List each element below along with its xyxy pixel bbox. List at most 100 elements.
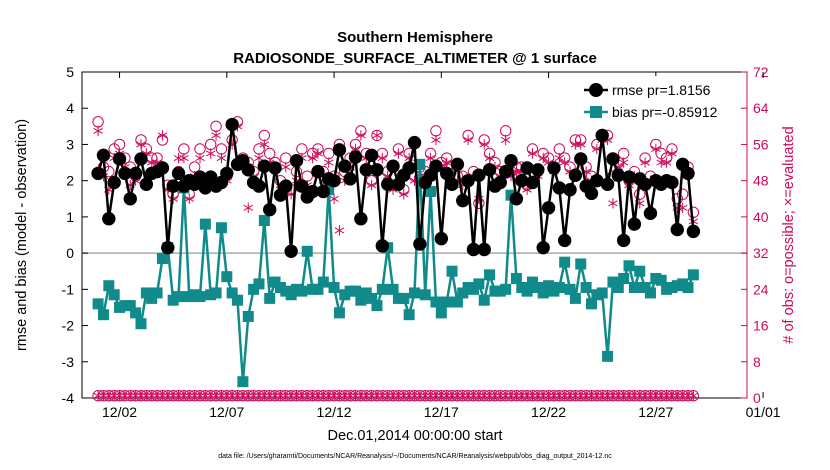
- possible-marker: [258, 129, 271, 142]
- evaluated-marker: [538, 152, 548, 164]
- bias-marker: [612, 282, 624, 294]
- bias-marker: [371, 300, 383, 312]
- rmse-marker: [456, 193, 470, 208]
- rmse-marker: [643, 206, 658, 220]
- y2-tick-label: 56: [753, 136, 769, 152]
- evaluated-marker: [425, 152, 436, 164]
- rmse-marker: [498, 164, 513, 179]
- y-tick-label: -3: [62, 354, 75, 370]
- bias-marker: [585, 298, 597, 310]
- bias-marker: [473, 278, 485, 290]
- rmse-marker: [616, 233, 631, 248]
- y-tick-label: 2: [66, 173, 74, 189]
- rmse-marker: [364, 148, 379, 163]
- evaluated-marker: [661, 157, 672, 168]
- bias-marker: [682, 282, 694, 294]
- evaluated-marker: [554, 152, 565, 164]
- bias-marker: [580, 282, 592, 294]
- bias-marker: [215, 222, 227, 234]
- rmse-marker: [407, 135, 422, 150]
- evaluated-marker: [329, 193, 339, 204]
- bias-marker: [253, 278, 265, 290]
- bias-marker: [376, 283, 388, 295]
- rmse-marker: [112, 152, 127, 166]
- rmse-marker: [445, 177, 459, 191]
- bias-marker: [151, 287, 163, 299]
- y-tick-label: 3: [66, 136, 74, 152]
- bias-marker: [296, 285, 308, 297]
- y2-tick-label: 32: [753, 245, 769, 261]
- evaluated-marker: [366, 179, 377, 191]
- bias-marker: [569, 292, 581, 304]
- evaluated-marker: [157, 130, 168, 141]
- evaluated-marker: [484, 152, 495, 164]
- possible-marker: [687, 206, 700, 219]
- legend-rmse-label: rmse pr=1.8156: [612, 82, 711, 98]
- bias-marker: [430, 296, 442, 308]
- bias-marker: [564, 283, 576, 295]
- evaluated-marker: [205, 148, 216, 159]
- rmse-marker: [338, 159, 352, 173]
- rmse-marker: [263, 202, 277, 217]
- rmse-marker: [402, 161, 416, 175]
- bias-marker: [108, 289, 120, 301]
- evaluated-marker: [93, 125, 103, 137]
- evaluated-marker: [500, 134, 511, 146]
- bias-marker: [242, 311, 254, 322]
- bias-marker: [301, 245, 313, 257]
- rmse-marker: [96, 148, 111, 163]
- x-tick-label: 12/22: [531, 404, 566, 420]
- chart-title-line2: RADIOSONDE_SURFACE_ALTIMETER @ 1 surface: [233, 50, 597, 67]
- rmse-marker: [386, 159, 400, 173]
- evaluated-marker: [377, 152, 388, 164]
- bias-marker: [484, 269, 496, 281]
- rmse-marker: [434, 231, 449, 246]
- rmse-marker: [155, 161, 170, 175]
- bias-marker: [387, 283, 399, 295]
- bias-marker: [350, 285, 362, 297]
- evaluated-marker: [640, 157, 650, 168]
- bias-marker: [333, 307, 345, 319]
- bias-marker: [409, 287, 420, 299]
- bias-marker: [403, 309, 415, 321]
- x-tick-label: 12/07: [209, 404, 244, 420]
- evaluated-marker: [334, 225, 345, 236]
- rmse-marker: [171, 166, 186, 181]
- rmse-marker: [493, 175, 508, 190]
- rmse-marker: [289, 154, 304, 168]
- rmse-marker: [327, 173, 341, 188]
- bias-marker: [451, 296, 463, 308]
- evaluated-marker: [618, 157, 629, 168]
- rmse-marker: [241, 163, 255, 177]
- rmse-marker: [472, 168, 486, 182]
- y2-tick-label: 8: [753, 354, 761, 370]
- x-tick-label: 01/01: [746, 404, 781, 420]
- evaluated-marker: [173, 152, 184, 164]
- rmse-marker: [557, 233, 572, 248]
- evaluated-marker: [211, 130, 221, 141]
- evaluated-marker: [559, 157, 570, 168]
- evaluated-marker: [441, 157, 452, 168]
- possible-marker: [92, 116, 104, 128]
- y-tick-label: 1: [66, 209, 74, 225]
- bias-marker: [398, 292, 410, 304]
- bias-marker: [446, 265, 458, 277]
- legend-bias-marker: [590, 106, 602, 118]
- bias-marker: [419, 289, 431, 301]
- rmse-marker: [600, 177, 615, 191]
- y-tick-label: -2: [62, 318, 75, 334]
- possible-marker: [499, 125, 512, 137]
- possible-marker: [617, 147, 630, 160]
- rmse-marker: [139, 177, 154, 191]
- rmse-marker: [547, 161, 561, 175]
- rmse-marker: [284, 244, 298, 259]
- bias-marker: [575, 258, 587, 270]
- rmse-marker: [107, 175, 121, 190]
- rmse-marker: [348, 150, 363, 164]
- evaluated-marker: [608, 198, 618, 209]
- evaluated-marker: [463, 134, 473, 146]
- y-tick-label: 0: [66, 245, 74, 261]
- bias-marker: [521, 285, 533, 297]
- rmse-marker: [161, 240, 175, 255]
